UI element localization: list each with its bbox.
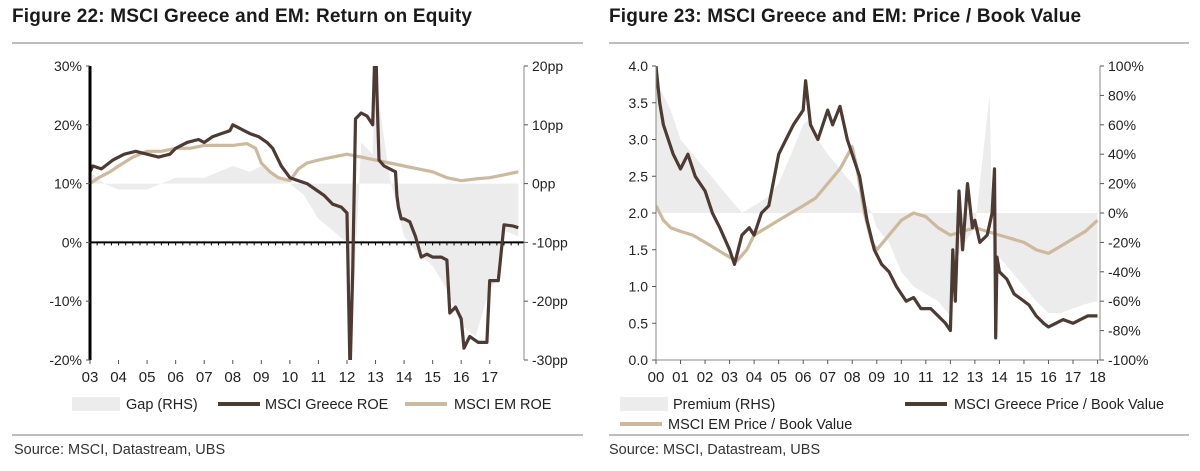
- left-tick-label: 3.0: [629, 132, 649, 148]
- right-tick-label: -20pp: [532, 293, 568, 309]
- right-tick-label: -40%: [1108, 264, 1141, 280]
- left-tick-label: 0%: [62, 234, 82, 250]
- right-tick-label: -20%: [1108, 234, 1141, 250]
- gap-area: [90, 66, 519, 337]
- x-tick-label: 04: [746, 369, 763, 386]
- right-tick-label: 0%: [1108, 205, 1128, 221]
- right-tick-label: 40%: [1108, 146, 1136, 162]
- x-tick-label: 02: [697, 369, 714, 386]
- left-tick-label: 0.0: [629, 352, 649, 368]
- x-tick-label: 15: [1016, 369, 1033, 386]
- left-tick-label: 3.5: [629, 95, 649, 111]
- figure-23-source: Source: MSCI, Datastream, UBS: [609, 442, 821, 458]
- left-tick-label: 10%: [54, 176, 82, 192]
- right-tick-label: -30pp: [532, 352, 568, 368]
- x-tick-label: 16: [453, 369, 470, 386]
- legend-label: MSCI Greece ROE: [265, 397, 389, 413]
- x-tick-label: 01: [672, 369, 689, 386]
- left-tick-label: 30%: [54, 58, 82, 74]
- legend-label: Premium (RHS): [673, 397, 775, 413]
- left-tick-label: 2.0: [629, 205, 649, 221]
- left-tick-label: 4.0: [629, 58, 649, 74]
- x-tick-label: 16: [1040, 369, 1057, 386]
- x-tick-label: 14: [991, 369, 1008, 386]
- right-tick-label: 100%: [1108, 58, 1144, 74]
- x-tick-label: 10: [893, 369, 910, 386]
- x-tick-label: 10: [282, 369, 299, 386]
- x-tick-label: 13: [367, 369, 384, 386]
- legend-swatch-gap: [72, 397, 120, 411]
- x-tick-label: 11: [918, 369, 934, 386]
- x-tick-label: 08: [844, 369, 861, 386]
- x-tick-label: 09: [253, 369, 270, 386]
- x-tick-label: 05: [139, 369, 156, 386]
- x-tick-label: 12: [942, 369, 959, 386]
- figure-22-top-rule: [12, 42, 583, 44]
- figure-23-top-rule: [609, 42, 1189, 44]
- left-tick-label: 1.5: [629, 242, 649, 258]
- greece-line: [90, 66, 519, 360]
- x-tick-label: 07: [196, 369, 213, 386]
- legend-label: Gap (RHS): [126, 397, 198, 413]
- figure-23-title: Figure 23: MSCI Greece and EM: Price / B…: [609, 6, 1082, 27]
- legend-label: MSCI Greece Price / Book Value: [954, 397, 1164, 413]
- figure-22-source: Source: MSCI, Datastream, UBS: [14, 442, 226, 458]
- x-tick-label: 15: [424, 369, 441, 386]
- x-tick-label: 11: [311, 369, 327, 386]
- legend-swatch-gap: [620, 397, 668, 411]
- x-tick-label: 08: [224, 369, 241, 386]
- left-tick-label: 2.5: [629, 168, 649, 184]
- left-tick-label: -20%: [49, 352, 82, 368]
- x-tick-label: 06: [795, 369, 812, 386]
- right-tick-label: 20%: [1108, 176, 1136, 192]
- x-tick-label: 04: [110, 369, 127, 386]
- x-tick-label: 03: [82, 369, 99, 386]
- x-tick-label: 03: [721, 369, 738, 386]
- x-tick-label: 05: [770, 369, 787, 386]
- greece-line: [656, 66, 1098, 340]
- right-tick-label: 20pp: [532, 58, 563, 74]
- right-tick-label: -10pp: [532, 234, 568, 250]
- x-tick-label: 12: [339, 369, 356, 386]
- figure-23-bottom-rule: [609, 434, 1189, 436]
- em-line: [90, 142, 519, 185]
- left-tick-label: 1.0: [629, 279, 649, 295]
- figure-22-title: Figure 22: MSCI Greece and EM: Return on…: [12, 6, 473, 27]
- x-tick-label: 17: [1065, 369, 1082, 386]
- x-tick-label: 00: [648, 369, 665, 386]
- right-tick-label: -80%: [1108, 323, 1141, 339]
- x-tick-label: 17: [481, 369, 498, 386]
- right-tick-label: 10pp: [532, 117, 563, 133]
- x-tick-label: 13: [967, 369, 984, 386]
- right-tick-label: -60%: [1108, 293, 1141, 309]
- right-tick-label: 80%: [1108, 87, 1136, 103]
- left-tick-label: 0.5: [629, 315, 649, 331]
- figure-22-chart: -20% -10% 0% 10% 20% 30% -30pp -20pp -10pp 0pp 10p…: [49, 58, 568, 413]
- right-tick-label: -100%: [1108, 352, 1148, 368]
- x-tick-label: 09: [868, 369, 885, 386]
- x-tick-label: 14: [396, 369, 413, 386]
- x-tick-label: 07: [819, 369, 836, 386]
- legend-label: MSCI EM Price / Book Value: [668, 417, 852, 433]
- x-tick-label: 06: [167, 369, 184, 386]
- gap-area: [656, 80, 1098, 316]
- x-tick-label: 18: [1089, 369, 1106, 386]
- right-tick-label: 0pp: [532, 176, 556, 192]
- right-tick-label: 60%: [1108, 117, 1136, 133]
- left-tick-label: -10%: [49, 293, 82, 309]
- figure-22-bottom-rule: [12, 434, 583, 436]
- legend-label: MSCI EM ROE: [454, 397, 552, 413]
- left-tick-label: 20%: [54, 117, 82, 133]
